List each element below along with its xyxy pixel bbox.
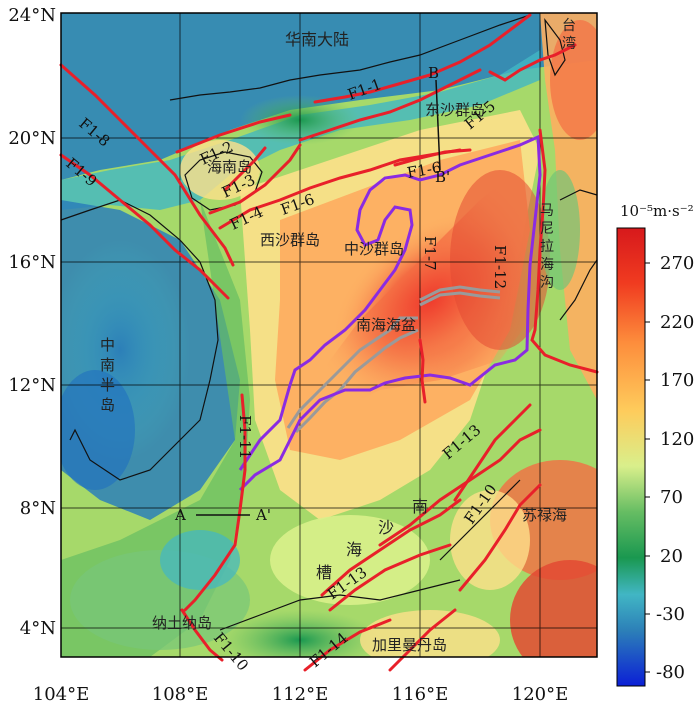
label-zhongsha-islands: 中沙群岛 bbox=[344, 240, 404, 258]
colorbar-tick-minus30: -30 bbox=[656, 604, 685, 625]
lon-label-104: 104°E bbox=[33, 684, 90, 705]
anomaly-field bbox=[61, 13, 597, 657]
colorbar-ticks bbox=[645, 262, 650, 673]
colorbar-tick-120: 120 bbox=[660, 429, 694, 450]
spreading-ridges bbox=[286, 285, 501, 434]
label-nansha-trough-2: 沙 bbox=[378, 518, 394, 537]
lat-label-20: 20°N bbox=[8, 128, 56, 149]
label-nansha-trough-1: 南 bbox=[412, 497, 428, 516]
colorbar-tick-220: 220 bbox=[660, 312, 694, 333]
lat-label-24: 24°N bbox=[8, 5, 56, 26]
label-natuna-island: 纳土纳岛 bbox=[152, 614, 212, 632]
label-dongsha-islands: 东沙群岛 bbox=[425, 101, 485, 119]
label-kalimantan-island: 加里曼丹岛 bbox=[372, 636, 447, 654]
profile-b-end: B' bbox=[435, 168, 450, 186]
fault-label: F1-7 bbox=[421, 236, 439, 271]
lon-label-112: 112°E bbox=[272, 684, 329, 705]
graticule bbox=[61, 13, 597, 657]
lon-label-116: 116°E bbox=[392, 684, 449, 705]
label-indochina-peninsula: 中南半岛 bbox=[100, 336, 115, 414]
colorbar bbox=[616, 227, 646, 687]
lat-label-8: 8°N bbox=[20, 498, 56, 519]
lat-label-12: 12°N bbox=[8, 375, 56, 396]
profile-b-start: B bbox=[428, 64, 439, 82]
label-scs-basin: 南海海盆 bbox=[356, 316, 416, 334]
colorbar-unit: 10⁻⁵m·s⁻² bbox=[620, 202, 694, 220]
lon-label-108: 108°E bbox=[152, 684, 209, 705]
colorbar-tick-270: 270 bbox=[660, 253, 694, 274]
colorbar-tick-70: 70 bbox=[660, 487, 683, 508]
label-south-china-mainland: 华南大陆 bbox=[285, 30, 349, 49]
lon-label-120: 120°E bbox=[512, 684, 569, 705]
lat-label-4: 4°N bbox=[20, 618, 56, 639]
fault-label: F1-11 bbox=[236, 415, 254, 459]
lat-label-16: 16°N bbox=[8, 252, 56, 273]
profile-a-end: A' bbox=[255, 506, 271, 524]
basin-outline bbox=[238, 134, 542, 492]
fault-lines bbox=[59, 13, 599, 672]
place-labels: 华南大陆 海南岛 东沙群岛 西沙群岛 中沙群岛 南海海盆 苏禄海 纳土纳岛 加里… bbox=[100, 18, 576, 654]
colorbar-tick-20: 20 bbox=[660, 546, 683, 567]
coastlines bbox=[60, 14, 598, 631]
colorbar-tick-minus80: -80 bbox=[656, 662, 685, 683]
label-luzon-trench: 马尼拉海沟 bbox=[540, 203, 554, 291]
label-nansha-trough-4: 槽 bbox=[316, 563, 332, 582]
label-hainan-island: 海南岛 bbox=[207, 158, 252, 176]
colorbar-tick-170: 170 bbox=[660, 370, 694, 391]
svg-text:马尼拉海沟: 马尼拉海沟 bbox=[540, 203, 554, 291]
label-taiwan: 台湾 bbox=[562, 18, 576, 52]
label-nansha-trough-3: 海 bbox=[346, 540, 362, 559]
label-sulu-sea: 苏禄海 bbox=[522, 506, 567, 524]
fault-label: F1-12 bbox=[491, 245, 509, 289]
label-xisha-islands: 西沙群岛 bbox=[260, 231, 320, 249]
profile-a-start: A bbox=[174, 506, 186, 524]
profile-lines bbox=[196, 79, 441, 516]
svg-text:台湾: 台湾 bbox=[562, 18, 576, 52]
svg-text:中南半岛: 中南半岛 bbox=[100, 336, 115, 414]
fault-label: F1-6 bbox=[406, 158, 443, 182]
